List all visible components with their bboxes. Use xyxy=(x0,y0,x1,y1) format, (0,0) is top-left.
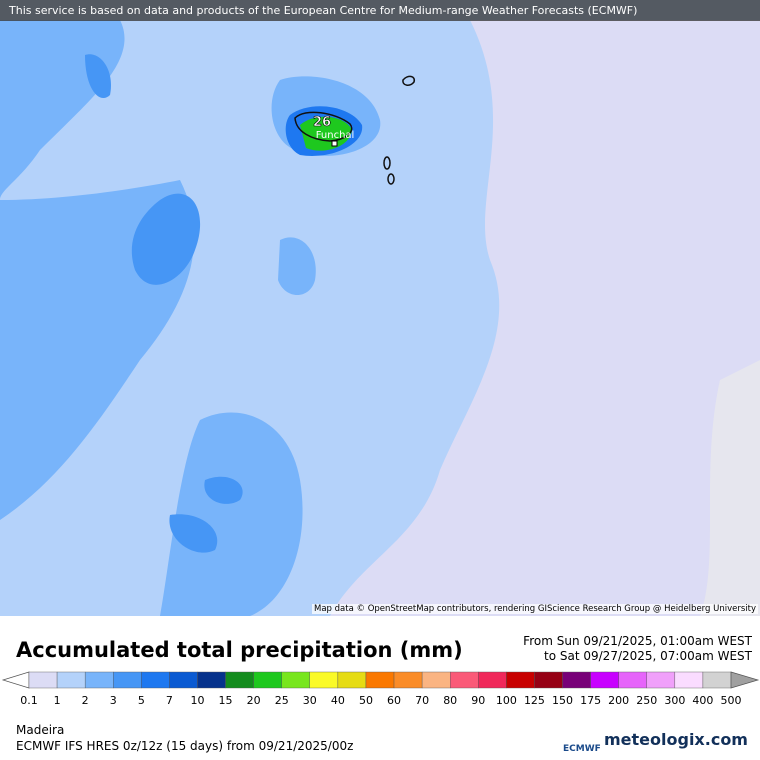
scale-label: 15 xyxy=(219,694,233,707)
color-swatch xyxy=(562,671,591,689)
color-swatch xyxy=(478,671,507,689)
color-swatch xyxy=(225,671,254,689)
color-swatch xyxy=(309,671,339,689)
scale-label: 0.1 xyxy=(20,694,38,707)
color-swatch xyxy=(618,671,647,689)
scale-label: 60 xyxy=(387,694,401,707)
ecmwf-logo: ECMWF xyxy=(563,744,601,754)
color-swatch xyxy=(393,671,423,689)
scale-label: 200 xyxy=(608,694,629,707)
color-swatch xyxy=(365,671,395,689)
scale-label: 90 xyxy=(471,694,485,707)
color-swatch xyxy=(113,671,142,689)
period-from: From Sun 09/21/2025, 01:00am WEST xyxy=(523,634,752,648)
scale-label: 50 xyxy=(359,694,373,707)
scale-label: 175 xyxy=(580,694,601,707)
scale-label: 500 xyxy=(721,694,742,707)
scale-label: 5 xyxy=(138,694,145,707)
color-swatch xyxy=(702,671,732,689)
scale-label: 3 xyxy=(110,694,117,707)
banner: This service is based on data and produc… xyxy=(0,0,760,21)
color-swatch xyxy=(646,671,676,689)
scale-label: 10 xyxy=(190,694,204,707)
legend-title: Accumulated total precipitation (mm) xyxy=(16,638,463,662)
color-scale: 0.1 1 2 3 5 7 10 15 20 25 30 40 50 60 70 80 90 100 125 150 1… xyxy=(1,671,760,707)
brand-logo: meteologix.com xyxy=(604,730,748,749)
color-swatch xyxy=(337,671,367,689)
scale-label: 30 xyxy=(303,694,317,707)
color-swatch xyxy=(141,671,170,689)
scale-label: 40 xyxy=(331,694,345,707)
scale-label: 100 xyxy=(496,694,517,707)
color-swatch xyxy=(590,671,619,689)
color-swatch xyxy=(534,671,563,689)
color-swatch xyxy=(674,671,704,689)
scale-label: 80 xyxy=(443,694,457,707)
color-swatch xyxy=(197,671,226,689)
color-swatch xyxy=(56,671,86,689)
scale-label: 2 xyxy=(82,694,89,707)
scale-label: 70 xyxy=(415,694,429,707)
scale-label: 7 xyxy=(166,694,173,707)
region: Madeira xyxy=(16,723,65,737)
attribution: Map data © OpenStreetMap contributors, r… xyxy=(312,604,758,614)
scale-label: 150 xyxy=(552,694,573,707)
over-arrow xyxy=(730,671,760,689)
place-label: Funchal xyxy=(316,130,355,141)
color-swatch xyxy=(28,671,58,689)
color-swatch xyxy=(281,671,311,689)
scale-label: 20 xyxy=(247,694,261,707)
color-swatch xyxy=(450,671,479,689)
under-arrow xyxy=(1,671,30,689)
precipitation-map: 26 Funchal xyxy=(0,0,760,616)
max-value: 26 xyxy=(313,115,331,130)
scale-label: 25 xyxy=(275,694,289,707)
scale-label: 1 xyxy=(54,694,61,707)
period-to: to Sat 09/27/2025, 07:00am WEST xyxy=(544,649,752,663)
color-swatch xyxy=(169,671,198,689)
color-swatch xyxy=(84,671,114,689)
scale-label: 300 xyxy=(664,694,685,707)
scale-label: 125 xyxy=(524,694,545,707)
model-info: ECMWF IFS HRES 0z/12z (15 days) from 09/… xyxy=(16,739,354,753)
scale-label: 250 xyxy=(636,694,657,707)
scale-label: 400 xyxy=(692,694,713,707)
color-swatch xyxy=(506,671,535,689)
color-swatch xyxy=(421,671,451,689)
color-swatch xyxy=(253,671,282,689)
